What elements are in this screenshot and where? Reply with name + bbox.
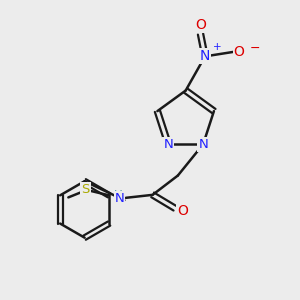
Text: O: O xyxy=(234,45,244,59)
Text: O: O xyxy=(195,18,206,32)
Text: N: N xyxy=(163,138,173,151)
Text: N: N xyxy=(115,192,124,205)
Text: −: − xyxy=(250,42,260,55)
Text: +: + xyxy=(213,43,222,52)
Text: N: N xyxy=(198,138,208,151)
Text: O: O xyxy=(177,204,188,218)
Text: N: N xyxy=(200,50,210,63)
Text: S: S xyxy=(81,183,89,196)
Text: H: H xyxy=(114,189,123,202)
